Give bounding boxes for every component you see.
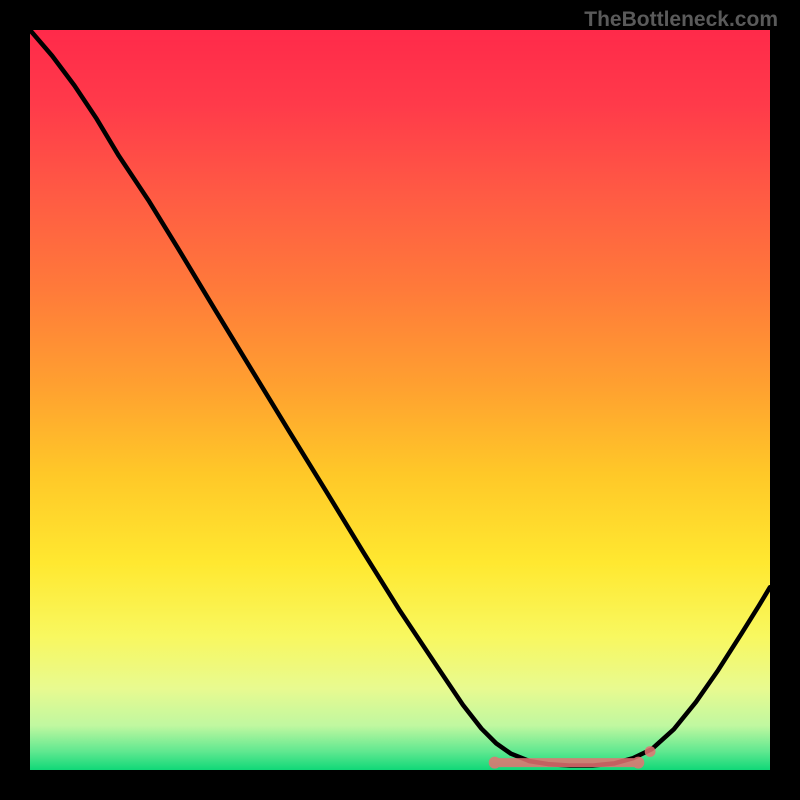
- marker-dot-end2: [645, 746, 656, 757]
- marker-dot-end: [632, 757, 644, 769]
- gradient-background: [30, 30, 770, 770]
- chart-plot-area: [30, 30, 770, 770]
- chart-svg: [30, 30, 770, 770]
- watermark-text: TheBottleneck.com: [584, 8, 778, 32]
